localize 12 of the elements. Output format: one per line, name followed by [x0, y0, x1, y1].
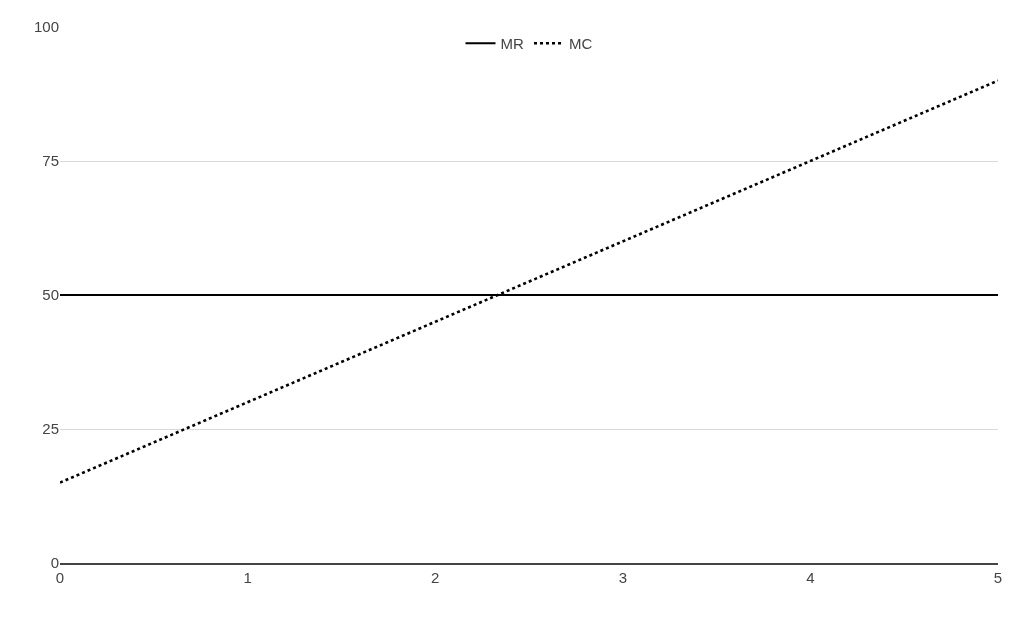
y-tick-label: 100: [33, 18, 59, 36]
x-tick-label: 3: [618, 568, 627, 586]
y-tick-label: 75: [42, 152, 59, 170]
legend-label: MR: [500, 35, 524, 53]
x-tick-label: 5: [993, 568, 1003, 586]
x-tick-label: 2: [431, 568, 440, 586]
legend-label: MC: [569, 35, 593, 53]
x-tick-label: 1: [243, 568, 252, 586]
y-tick-label: 50: [42, 286, 59, 304]
x-tick-label: 4: [806, 568, 815, 586]
y-tick-label: 0: [50, 554, 59, 572]
y-tick-label: 25: [42, 420, 59, 438]
